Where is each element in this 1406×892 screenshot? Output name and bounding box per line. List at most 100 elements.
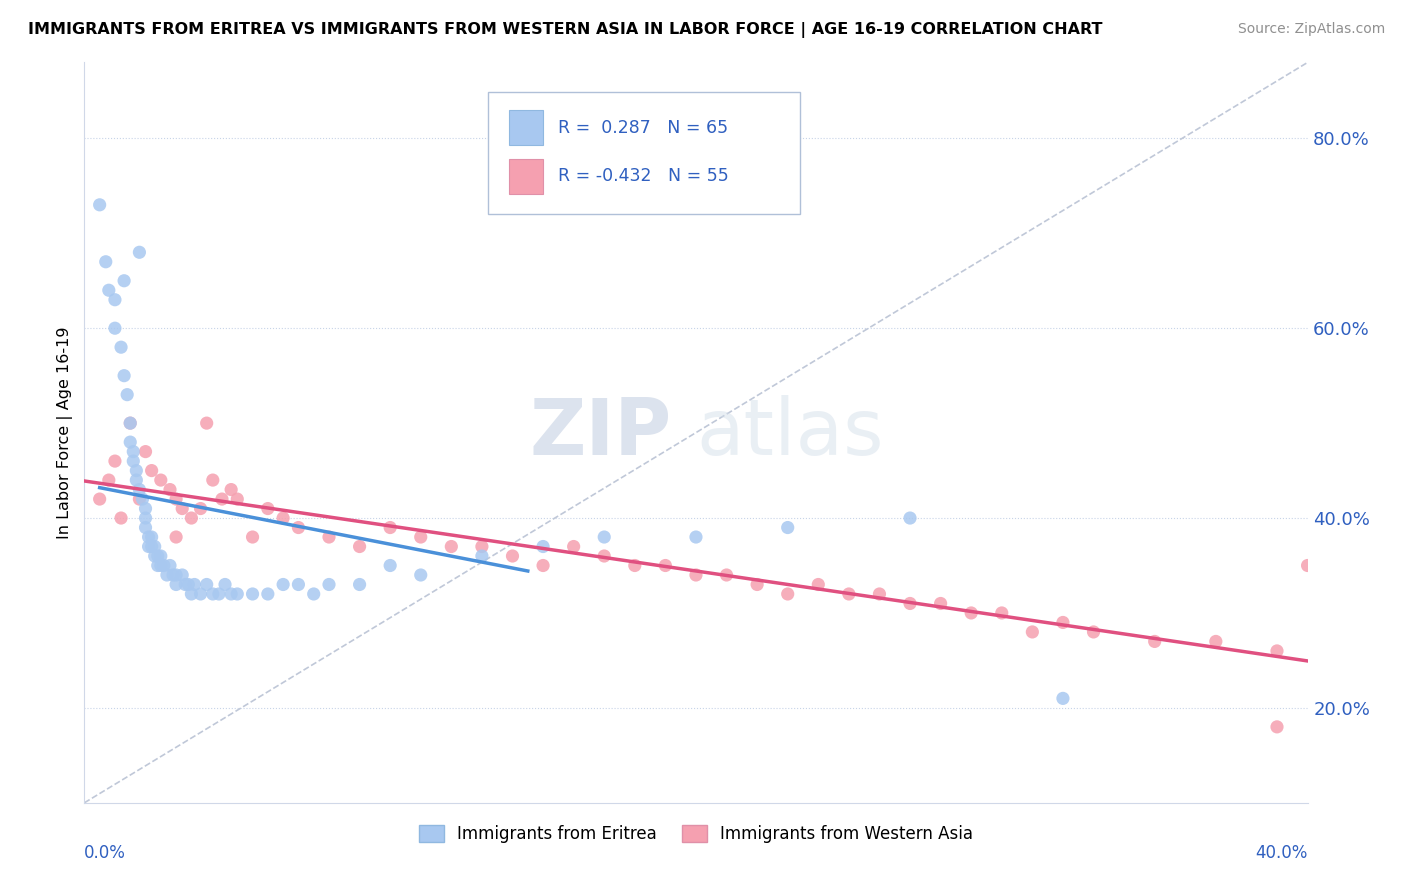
Point [195, 577, 218, 591]
Point [131, 491, 153, 506]
Point [409, 568, 432, 582]
Text: atlas: atlas [696, 394, 883, 471]
Point [156, 568, 179, 582]
Point [190, 501, 212, 516]
Point [172, 568, 194, 582]
Point [146, 549, 169, 563]
Point [242, 587, 264, 601]
Point [122, 444, 145, 458]
Point [141, 540, 163, 554]
FancyBboxPatch shape [488, 92, 800, 214]
Point [172, 501, 194, 516]
Point [89, 491, 111, 506]
Point [409, 530, 432, 544]
Point [115, 387, 138, 401]
Point [143, 540, 166, 554]
Point [195, 416, 218, 430]
Point [226, 491, 249, 506]
Point [593, 549, 616, 563]
Point [226, 587, 249, 601]
Point [807, 577, 830, 591]
Point [120, 435, 142, 450]
Point [159, 483, 181, 497]
Legend: Immigrants from Eritrea, Immigrants from Western Asia: Immigrants from Eritrea, Immigrants from… [412, 819, 980, 850]
Point [128, 245, 150, 260]
Point [97, 283, 120, 297]
Point [898, 511, 921, 525]
Point [110, 340, 132, 354]
Point [471, 549, 494, 563]
Point [165, 530, 187, 544]
Point [149, 558, 172, 573]
Point [685, 530, 707, 544]
Point [960, 606, 983, 620]
Point [104, 293, 127, 307]
Text: Source: ZipAtlas.com: Source: ZipAtlas.com [1237, 22, 1385, 37]
Point [1052, 615, 1074, 630]
Point [135, 501, 157, 516]
Y-axis label: In Labor Force | Age 16-19: In Labor Force | Age 16-19 [58, 326, 73, 539]
Point [138, 540, 160, 554]
Point [776, 587, 799, 601]
Point [219, 483, 242, 497]
Point [104, 321, 127, 335]
Text: R = -0.432   N = 55: R = -0.432 N = 55 [558, 168, 728, 186]
Point [1205, 634, 1227, 648]
Point [153, 558, 176, 573]
Point [180, 511, 202, 525]
Text: 0.0%: 0.0% [84, 844, 127, 862]
Point [287, 520, 309, 534]
Point [531, 558, 554, 573]
Text: IMMIGRANTS FROM ERITREA VS IMMIGRANTS FROM WESTERN ASIA IN LABOR FORCE | AGE 16-: IMMIGRANTS FROM ERITREA VS IMMIGRANTS FR… [28, 22, 1102, 38]
Point [135, 511, 157, 525]
FancyBboxPatch shape [509, 159, 543, 194]
Point [562, 540, 585, 554]
Point [219, 587, 242, 601]
Point [1296, 558, 1319, 573]
Point [318, 530, 340, 544]
Point [624, 558, 647, 573]
Point [271, 577, 294, 591]
Point [89, 198, 111, 212]
Point [685, 568, 707, 582]
Point [242, 530, 264, 544]
Point [380, 558, 402, 573]
Point [531, 540, 554, 554]
Point [141, 464, 163, 478]
Point [593, 530, 616, 544]
Point [201, 587, 224, 601]
Point [190, 587, 212, 601]
Point [271, 511, 294, 525]
Point [318, 577, 340, 591]
Point [214, 577, 236, 591]
Point [110, 511, 132, 525]
Point [146, 558, 169, 573]
Point [183, 577, 205, 591]
Point [898, 597, 921, 611]
Point [287, 577, 309, 591]
FancyBboxPatch shape [509, 110, 543, 145]
Point [125, 464, 148, 478]
Point [112, 274, 135, 288]
Point [162, 568, 184, 582]
Point [120, 416, 142, 430]
Point [104, 454, 127, 468]
Point [1143, 634, 1166, 648]
Point [128, 483, 150, 497]
Text: 40.0%: 40.0% [1256, 844, 1308, 862]
Point [112, 368, 135, 383]
Point [211, 491, 233, 506]
Point [149, 549, 172, 563]
Point [776, 520, 799, 534]
Point [654, 558, 676, 573]
Point [838, 587, 860, 601]
Point [135, 520, 157, 534]
Point [128, 491, 150, 506]
Point [165, 491, 187, 506]
Point [120, 416, 142, 430]
Point [869, 587, 891, 601]
Point [1021, 624, 1043, 639]
Text: R =  0.287   N = 65: R = 0.287 N = 65 [558, 119, 728, 136]
Point [471, 540, 494, 554]
Point [440, 540, 463, 554]
